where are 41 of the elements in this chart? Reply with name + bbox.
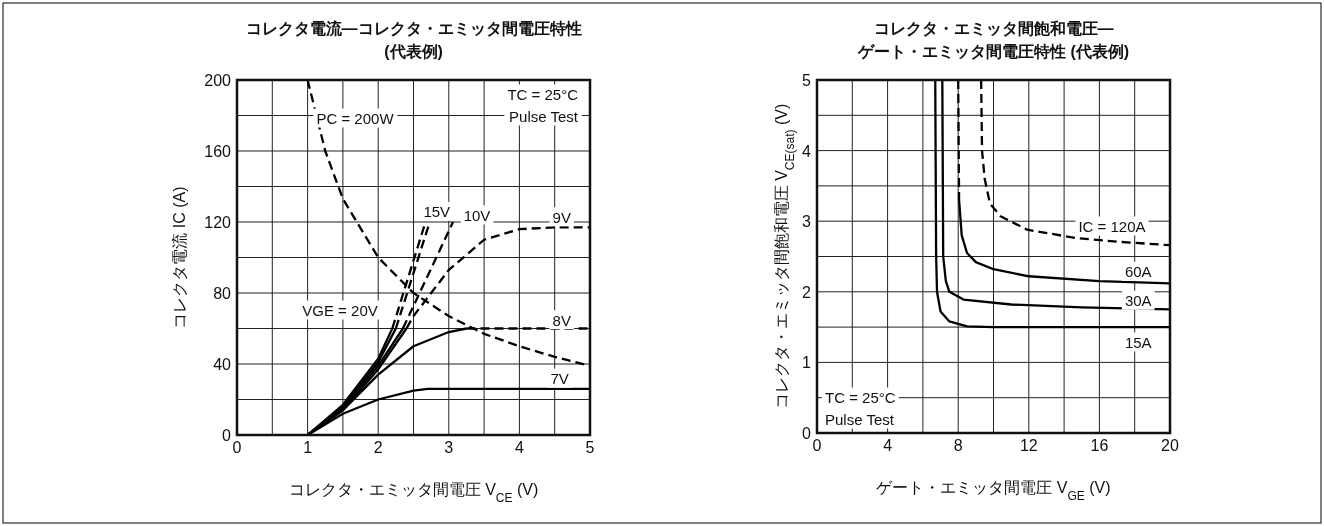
annotation: 15V (423, 202, 451, 220)
x-tick-label: 4 (514, 439, 524, 456)
annotation: 60A (1124, 262, 1152, 280)
chart-title: コレクタ電流—コレクタ・エミッタ間電圧特性 (245, 19, 582, 37)
y-tick-label: 3 (802, 212, 812, 230)
y-tick-label: 2 (802, 283, 812, 301)
y-tick-label: 120 (204, 213, 232, 231)
annotation: 30A (1124, 291, 1152, 309)
y-tick-label: 200 (204, 71, 232, 89)
y-tick-label: 80 (213, 284, 232, 302)
x-tick-label: 2 (373, 439, 383, 456)
y-tick-label: 4 (802, 142, 812, 160)
chart-title: コレクタ・エミッタ間飽和電圧— (873, 20, 1114, 37)
annotation: 9V (552, 208, 571, 226)
x-tick-label: 5 (585, 439, 595, 456)
x-tick-label: 1 (303, 439, 313, 456)
x-tick-label: 12 (1019, 437, 1038, 454)
y-tick-label: 40 (213, 355, 232, 373)
y-tick-label: 5 (802, 71, 812, 89)
annotation: 15A (1124, 333, 1152, 351)
x-tick-label: 3 (444, 439, 454, 456)
y-tick-label: 160 (204, 142, 232, 160)
annotation: 8V (552, 311, 571, 329)
annotation: 10V (463, 206, 491, 224)
annotation: TC = 25°C Pulse Test (507, 85, 579, 125)
x-axis-title: ゲート・エミッタ間電圧 V$_{GE}$ (V) (876, 479, 1111, 503)
x-axis-title: コレクタ・エミッタ間電圧 V$_{CE}$ (V) (288, 481, 539, 505)
annotation: IC = 120A (1078, 217, 1146, 235)
chart-subtitle: ゲート・エミッタ間電圧特性 (代表例) (856, 43, 1130, 60)
y-tick-label: 1 (802, 353, 812, 371)
x-tick-label: 20 (1161, 437, 1179, 454)
annotation: 7V (550, 369, 569, 387)
annotation: TC = 25°C Pulse Test (825, 388, 896, 428)
annotation: VGE = 20V (302, 301, 378, 319)
x-tick-label: 4 (883, 437, 893, 454)
y-tick-label: 0 (802, 424, 812, 442)
y-axis-title: コレクタ電流 IC (A) (171, 186, 188, 329)
x-tick-label: 8 (953, 437, 963, 454)
chart-subtitle: (代表例) (384, 43, 443, 60)
annotation: PC = 200W (316, 109, 395, 127)
x-tick-label: 16 (1090, 437, 1109, 454)
